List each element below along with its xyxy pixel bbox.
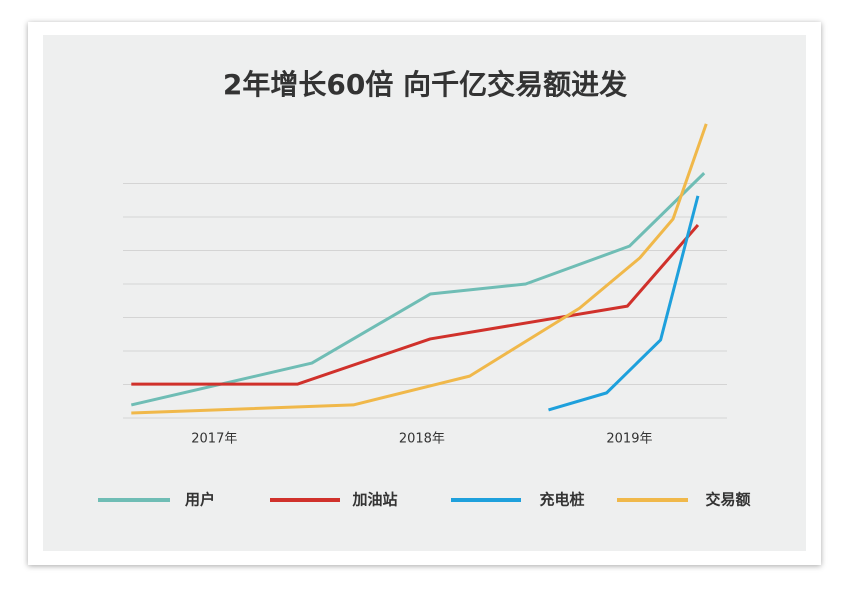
legend-label: 加油站 — [351, 491, 397, 509]
series-line — [548, 195, 700, 412]
series-line — [131, 224, 700, 386]
panel — [43, 35, 806, 551]
x-tick-label: 2017年 — [191, 432, 237, 447]
legend-label: 用户 — [185, 491, 215, 509]
series-line — [130, 172, 706, 407]
chart-title: 2年增长60倍 向千亿交易额进发 — [223, 68, 627, 101]
legend-label: 交易额 — [705, 491, 750, 509]
series-line — [131, 123, 708, 415]
x-tick-label: 2019年 — [606, 432, 652, 447]
legend-label: 充电桩 — [539, 491, 584, 509]
x-tick-label: 2018年 — [399, 432, 445, 447]
